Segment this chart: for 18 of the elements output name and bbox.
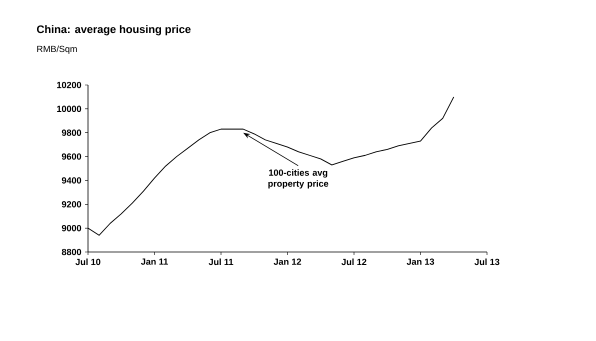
x-tick-label: Jan 13 bbox=[406, 258, 434, 265]
x-tick-label: Jul 12 bbox=[341, 258, 366, 266]
y-tick-label: 9200 bbox=[62, 201, 82, 208]
x-tick-label: Jan 11 bbox=[140, 258, 168, 265]
chart-title: China: average housing price bbox=[36, 25, 191, 36]
y-tick-label: 10200 bbox=[57, 82, 82, 88]
y-tick-label: 9800 bbox=[62, 130, 82, 136]
y-tick-label: 8800 bbox=[62, 248, 82, 256]
x-tick-label: Jan 12 bbox=[274, 258, 302, 265]
y-tick-label: 10000 bbox=[57, 106, 82, 112]
x-tick-label: Jul 13 bbox=[474, 258, 500, 266]
y-tick-label: 9000 bbox=[62, 224, 82, 232]
x-tick-label: Jul 11 bbox=[208, 258, 234, 266]
y-tick-label: 9600 bbox=[62, 153, 82, 160]
y-axis-title: RMB/Sqm bbox=[37, 46, 77, 54]
y-tick-label: 9400 bbox=[62, 177, 82, 184]
x-tick-label: Jul 10 bbox=[75, 258, 100, 266]
annotation: 100-cities avg property price bbox=[268, 169, 328, 189]
